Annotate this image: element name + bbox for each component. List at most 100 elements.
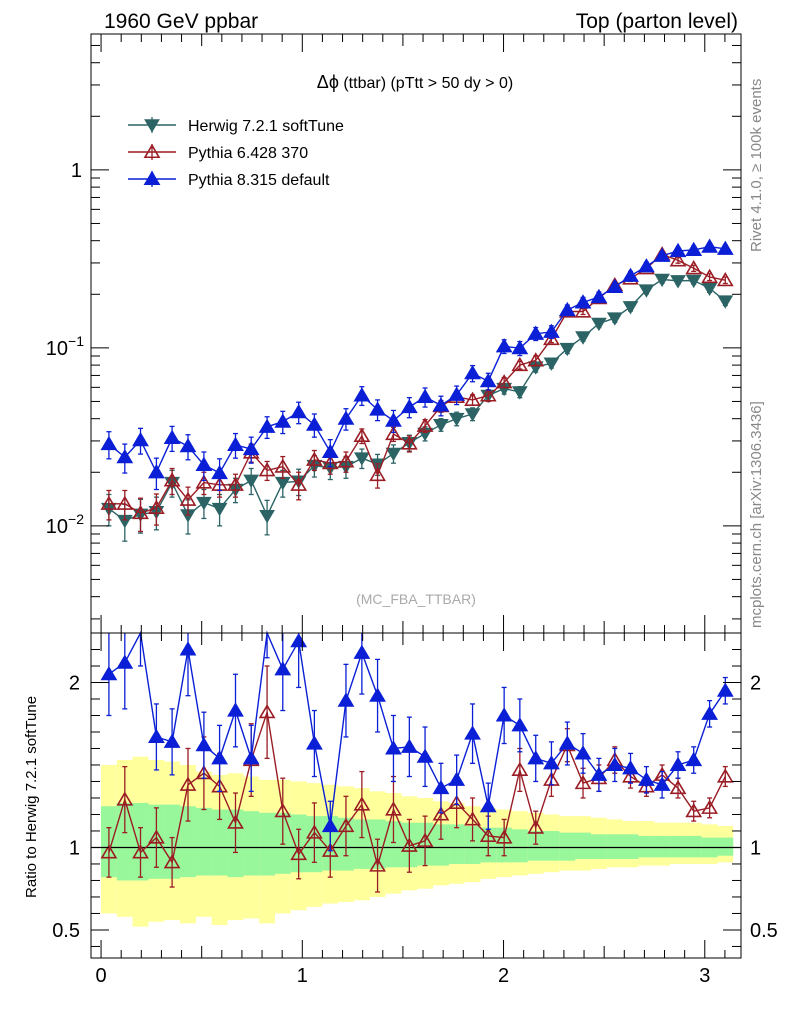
band-green-bin bbox=[385, 821, 402, 868]
point-pythia6 bbox=[274, 458, 292, 473]
ratio-point-pythia6 bbox=[574, 774, 592, 790]
point-herwig bbox=[606, 312, 623, 326]
x-tick-label: 0 bbox=[95, 965, 106, 987]
point-pythia8 bbox=[669, 242, 687, 258]
point-pythia8 bbox=[448, 386, 466, 401]
point-herwig bbox=[211, 502, 228, 517]
point-herwig bbox=[685, 274, 702, 289]
ratio-point-pythia8 bbox=[606, 756, 624, 772]
ratio-point-pythia6 bbox=[400, 837, 418, 852]
ratio-point-pythia8 bbox=[701, 705, 719, 720]
ratio-point-pythia8 bbox=[242, 750, 260, 765]
band-green-bin bbox=[511, 829, 528, 863]
ratio-point-pythia8 bbox=[163, 733, 181, 748]
point-herwig bbox=[433, 418, 449, 433]
ratio-point-pythia6 bbox=[416, 832, 434, 847]
point-herwig bbox=[385, 447, 402, 462]
ratio-point-pythia8 bbox=[432, 779, 450, 795]
y-tick-label: 10−2 bbox=[46, 511, 84, 538]
point-pythia6 bbox=[337, 453, 355, 468]
x-tick-label: 2 bbox=[498, 965, 509, 987]
point-pythia8 bbox=[527, 325, 545, 340]
main-plot-marks bbox=[100, 238, 734, 542]
point-pythia6 bbox=[464, 391, 481, 406]
band-green-bin bbox=[353, 819, 370, 869]
point-pythia8 bbox=[179, 438, 197, 453]
point-pythia8 bbox=[701, 238, 719, 253]
point-herwig bbox=[196, 496, 212, 511]
energy-label: 1960 GeV ppbar bbox=[104, 10, 258, 33]
ratio-point-pythia8 bbox=[148, 728, 165, 743]
main-axis-ticks: 110−110−2 bbox=[46, 34, 741, 633]
ratio-point-pythia8 bbox=[622, 760, 639, 775]
point-pythia8 bbox=[479, 372, 497, 388]
point-herwig bbox=[717, 295, 734, 309]
ratio-point-pythia6 bbox=[337, 817, 355, 833]
y-tick-label-base: 10 bbox=[46, 338, 68, 360]
ratio-point-pythia6 bbox=[527, 819, 545, 834]
legend-marker-herwig bbox=[144, 119, 160, 133]
legend-marker-pythia8 bbox=[143, 170, 161, 186]
band-green-bin bbox=[527, 830, 544, 861]
ratio-point-pythia8 bbox=[527, 750, 545, 765]
ratio-point-pythia8 bbox=[227, 702, 244, 717]
y-tick-label-exponent: −1 bbox=[68, 333, 84, 349]
point-herwig bbox=[575, 331, 591, 345]
point-herwig bbox=[259, 509, 275, 524]
point-pythia6 bbox=[400, 435, 418, 450]
point-pythia8 bbox=[369, 401, 386, 416]
ratio-panel: 0.5 0.5 1 1 2 2 0 1 2 3 Ratio to Herwig 7.2.1 sof… bbox=[23, 630, 778, 987]
ratio-point-pythia8 bbox=[638, 771, 655, 786]
point-pythia6 bbox=[416, 417, 434, 432]
point-pythia8 bbox=[432, 397, 450, 412]
point-pythia6 bbox=[290, 476, 308, 491]
point-pythia8 bbox=[716, 240, 734, 255]
point-pythia8 bbox=[464, 365, 481, 380]
y-tick-label: 10−1 bbox=[46, 333, 84, 360]
point-herwig bbox=[622, 301, 639, 315]
point-pythia8 bbox=[606, 278, 624, 293]
point-herwig bbox=[243, 474, 260, 489]
point-pythia8 bbox=[116, 448, 134, 464]
ratio-point-pythia8 bbox=[448, 771, 466, 786]
ratio-point-pythia8 bbox=[211, 750, 228, 765]
ratio-point-pythia8 bbox=[464, 725, 481, 740]
point-pythia6 bbox=[116, 495, 134, 510]
ratio-point-pythia6 bbox=[179, 776, 197, 791]
ratio-point-pythia6 bbox=[495, 829, 513, 844]
point-pythia8 bbox=[400, 398, 418, 414]
point-pythia6 bbox=[701, 268, 719, 284]
point-pythia8 bbox=[195, 456, 213, 471]
process-label: Top (parton level) bbox=[576, 10, 738, 33]
point-pythia6 bbox=[685, 260, 703, 275]
point-pythia8 bbox=[653, 247, 671, 262]
ratio-point-pythia8 bbox=[337, 692, 355, 707]
point-pythia8 bbox=[590, 288, 608, 304]
ratio-point-pythia6 bbox=[258, 703, 276, 719]
ratio-point-pythia8 bbox=[385, 740, 402, 755]
point-pythia8 bbox=[211, 464, 228, 480]
ratio-point-pythia8 bbox=[400, 738, 418, 753]
point-herwig bbox=[654, 273, 670, 288]
plot-title: Δϕ (ttbar) (pTtt > 50 dy > 0) bbox=[317, 72, 513, 92]
point-pythia8 bbox=[543, 323, 560, 338]
point-pythia8 bbox=[132, 431, 149, 447]
point-herwig bbox=[274, 476, 291, 491]
band-green-bin bbox=[622, 834, 639, 860]
series-pythia6 bbox=[100, 246, 734, 533]
ratio-point-pythia8 bbox=[558, 735, 576, 750]
point-herwig bbox=[511, 386, 528, 400]
line-herwig bbox=[108, 278, 726, 522]
ratio-line-pythia6 bbox=[108, 711, 726, 869]
point-pythia8 bbox=[337, 410, 355, 425]
point-pythia6 bbox=[385, 425, 402, 441]
point-pythia6 bbox=[527, 352, 545, 367]
point-pythia8 bbox=[416, 388, 434, 403]
legend-label-herwig: Herwig 7.2.1 softTune bbox=[188, 118, 344, 135]
band-green-bin bbox=[717, 837, 734, 856]
point-pythia6 bbox=[369, 466, 386, 482]
point-herwig bbox=[448, 412, 465, 427]
point-pythia8 bbox=[511, 340, 529, 355]
ratio-point-pythia6 bbox=[305, 824, 323, 839]
ratio-point-pythia6 bbox=[227, 814, 244, 829]
